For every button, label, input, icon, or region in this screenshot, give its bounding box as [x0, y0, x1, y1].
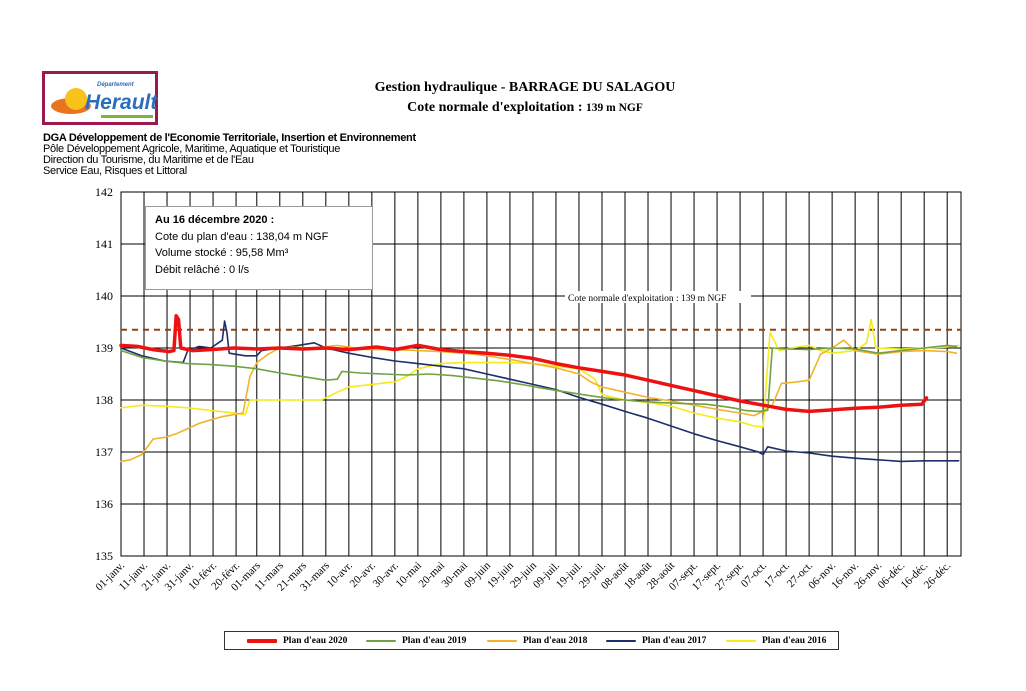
series-line-2020	[119, 314, 929, 414]
plot-border	[120, 191, 962, 557]
legend-item-2016: Plan d'eau 2016	[726, 635, 826, 647]
legend-item-2020: Plan d'eau 2020	[247, 635, 347, 647]
y-tick-label: 135	[95, 549, 113, 563]
reference-line-group: Cote normale d'exploitation : 139 m NGF	[121, 291, 961, 331]
y-tick-label: 136	[95, 497, 113, 511]
info-cote: Cote du plan d'eau : 138,04 m NGF	[155, 230, 329, 243]
org-line-4: Service Eau, Risques et Littoral	[43, 165, 187, 177]
x-axis: 01-janv.11-janv.21-janv.31-janv.10-févr.…	[93, 559, 953, 593]
info-volume: Volume stocké : 95,58 Mm³	[155, 247, 289, 259]
y-axis: 135 136 137 138 139 140 141 142	[95, 185, 113, 563]
y-tick-label: 139	[95, 341, 113, 355]
series-line-2018	[120, 339, 958, 463]
series-line-2019	[120, 344, 958, 413]
legend-item-2017: Plan d'eau 2017	[606, 635, 706, 647]
legend-label: Plan d'eau 2018	[523, 636, 588, 646]
legend-swatch	[606, 640, 636, 642]
legend-label: Plan d'eau 2016	[762, 636, 827, 646]
subtitle-value: 139 m NGF	[586, 102, 643, 114]
legend-swatch	[487, 640, 517, 642]
info-date: Au 16 décembre 2020 :	[155, 214, 275, 226]
chart-title: Gestion hydraulique - BARRAGE DU SALAGOU	[374, 80, 676, 95]
legend-item-2018: Plan d'eau 2018	[487, 635, 587, 647]
logo-small-text: Département	[97, 82, 134, 88]
org-line-1: DGA Développement de l'Economie Territor…	[43, 132, 416, 144]
legend-swatch	[726, 640, 756, 642]
legend-label: Plan d'eau 2017	[642, 636, 707, 646]
org-line-2: Pôle Développement Agricole, Maritime, A…	[43, 143, 341, 155]
info-box: Au 16 décembre 2020 : Cote du plan d'eau…	[145, 206, 373, 290]
department-logo: Département Herault	[42, 71, 158, 125]
legend-label: Plan d'eau 2020	[283, 636, 348, 646]
org-line-3: Direction du Tourisme, du Maritime et de…	[43, 154, 254, 166]
legend-label: Plan d'eau 2019	[402, 636, 467, 646]
y-tick-label: 137	[95, 445, 113, 459]
series-group	[119, 314, 960, 463]
chart-legend: Plan d'eau 2020 Plan d'eau 2019 Plan d'eau…	[224, 631, 839, 650]
logo-name: Herault	[85, 91, 158, 114]
logo-underline	[101, 115, 153, 118]
subtitle-main: Cote normale d'exploitation :	[407, 100, 583, 115]
series-line-2016	[120, 318, 960, 428]
reference-line-label: Cote normale d'exploitation : 139 m NGF	[568, 294, 726, 304]
logo-sun	[65, 88, 87, 110]
legend-item-2019: Plan d'eau 2019	[366, 635, 466, 647]
info-debit: Débit relâché : 0 l/s	[155, 263, 250, 276]
y-tick-label: 138	[95, 393, 113, 407]
x-tick-label: 26-déc.	[922, 559, 954, 591]
series-line-2017	[120, 320, 960, 463]
y-tick-label: 142	[95, 185, 113, 199]
y-tick-label: 140	[95, 289, 113, 303]
legend-swatch	[247, 639, 277, 643]
chart-subtitle: Cote normale d'exploitation : 139 m NGF	[300, 100, 750, 116]
y-tick-label: 141	[95, 237, 113, 251]
legend-swatch	[366, 640, 396, 642]
reference-label-bg	[565, 291, 751, 303]
